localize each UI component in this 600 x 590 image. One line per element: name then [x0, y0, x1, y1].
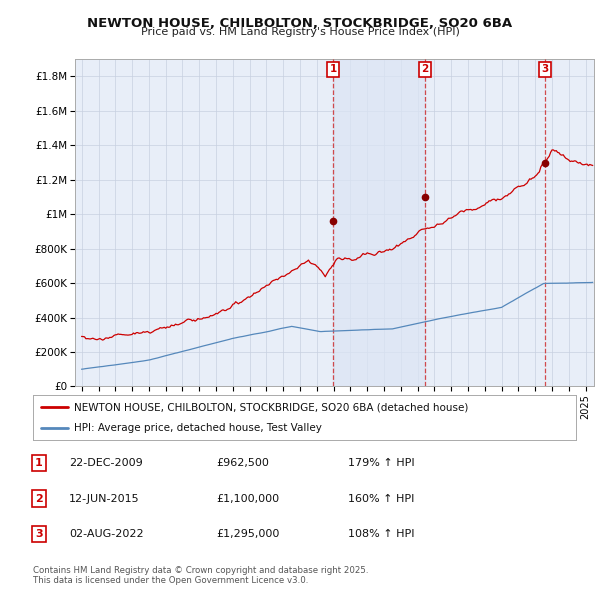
Text: 160% ↑ HPI: 160% ↑ HPI: [348, 494, 415, 503]
Text: £1,295,000: £1,295,000: [216, 529, 280, 539]
Text: Price paid vs. HM Land Registry's House Price Index (HPI): Price paid vs. HM Land Registry's House …: [140, 27, 460, 37]
Text: 108% ↑ HPI: 108% ↑ HPI: [348, 529, 415, 539]
Text: 179% ↑ HPI: 179% ↑ HPI: [348, 458, 415, 468]
Text: 3: 3: [541, 64, 548, 74]
Text: 12-JUN-2015: 12-JUN-2015: [69, 494, 140, 503]
Text: 2: 2: [35, 494, 43, 503]
Text: Contains HM Land Registry data © Crown copyright and database right 2025.
This d: Contains HM Land Registry data © Crown c…: [33, 566, 368, 585]
Text: NEWTON HOUSE, CHILBOLTON, STOCKBRIDGE, SO20 6BA (detached house): NEWTON HOUSE, CHILBOLTON, STOCKBRIDGE, S…: [74, 402, 468, 412]
Text: £962,500: £962,500: [216, 458, 269, 468]
Text: HPI: Average price, detached house, Test Valley: HPI: Average price, detached house, Test…: [74, 422, 322, 432]
Text: 1: 1: [35, 458, 43, 468]
Text: 02-AUG-2022: 02-AUG-2022: [69, 529, 143, 539]
Text: 22-DEC-2009: 22-DEC-2009: [69, 458, 143, 468]
Text: NEWTON HOUSE, CHILBOLTON, STOCKBRIDGE, SO20 6BA: NEWTON HOUSE, CHILBOLTON, STOCKBRIDGE, S…: [88, 17, 512, 30]
Text: 3: 3: [35, 529, 43, 539]
Text: £1,100,000: £1,100,000: [216, 494, 279, 503]
Bar: [333, 59, 425, 386]
Text: 2: 2: [422, 64, 429, 74]
Text: 1: 1: [329, 64, 337, 74]
